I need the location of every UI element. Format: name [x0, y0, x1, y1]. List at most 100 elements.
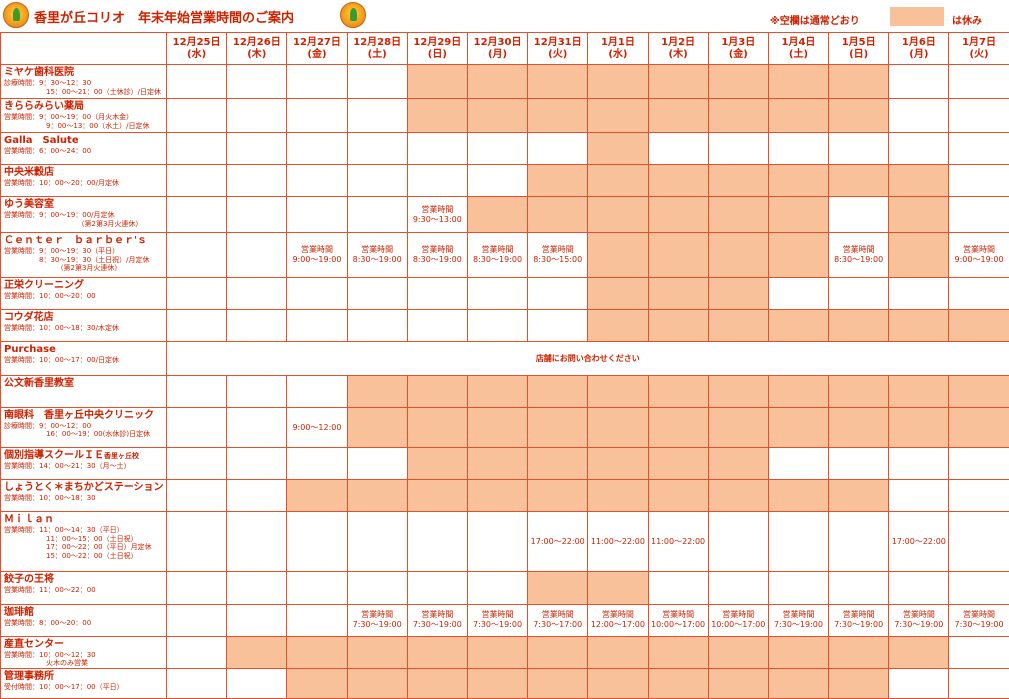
closed-day-cell	[587, 571, 649, 605]
closed-day-cell	[647, 98, 709, 134]
regular-day-cell	[466, 132, 529, 166]
regular-day-cell	[828, 447, 890, 481]
regular-day-cell	[406, 511, 468, 573]
date-label: 12月28日	[353, 36, 402, 48]
regular-day-cell	[466, 164, 529, 198]
closed-day-cell	[527, 63, 589, 100]
closed-day-cell	[767, 635, 830, 669]
date-header-cell: 1月1日 (水)	[587, 32, 649, 65]
closed-day-cell	[948, 308, 1009, 342]
closed-day-cell	[888, 635, 950, 669]
store-cell: Ｍｉｌａｎ 営業時間：11：00〜14：30（平日） 11：00〜15：00（土日…	[0, 511, 167, 573]
closed-day-cell	[527, 571, 589, 605]
regular-day-cell	[165, 571, 228, 605]
store-name: 個別指導スクールＩＥ香里ヶ丘校	[4, 450, 139, 462]
special-hours-cell: 営業時間 8:30〜19:00	[346, 232, 408, 278]
special-hours-cell: 17:00〜22:00	[888, 511, 950, 573]
store-cell: コウダ花店 営業時間：10：00〜18：30/木定休	[0, 308, 167, 342]
date-label: 1月4日	[781, 36, 816, 48]
regular-day-cell	[165, 635, 228, 669]
store-hours-info: 受付時間：10：00〜17：00（平日）	[4, 682, 124, 691]
store-row: Ｍｉｌａｎ 営業時間：11：00〜14：30（平日） 11：00〜15：00（土日…	[0, 511, 1009, 573]
regular-day-cell	[165, 276, 228, 310]
closed-day-cell	[828, 406, 890, 449]
date-label: 12月30日	[473, 36, 522, 48]
closed-day-cell	[767, 406, 830, 449]
closed-day-cell	[767, 308, 830, 342]
closed-day-cell	[647, 635, 709, 669]
special-hours-cell: 17:00〜22:00	[527, 511, 589, 573]
regular-day-cell	[346, 571, 408, 605]
regular-day-cell	[346, 196, 408, 234]
regular-day-cell	[165, 603, 228, 637]
date-header-cell: 12月28日 (土)	[346, 32, 408, 65]
closed-day-cell	[346, 406, 408, 449]
regular-day-cell	[165, 308, 228, 342]
closed-day-cell	[767, 63, 830, 100]
closed-day-cell	[587, 63, 649, 100]
closed-day-cell	[286, 667, 348, 699]
closed-day-cell	[828, 479, 890, 513]
special-hours-cell: 営業時間 8:30〜19:00	[406, 232, 468, 278]
weekday-label: (日)	[849, 48, 869, 60]
regular-day-cell	[828, 276, 890, 310]
store-cell: Galla Salute 営業時間：6：00〜24：00	[0, 132, 167, 166]
regular-day-cell	[466, 276, 529, 310]
store-cell: Purchase 営業時間：10：00〜17：00/日定休	[0, 340, 167, 376]
regular-day-cell	[888, 98, 950, 134]
regular-day-cell	[226, 571, 288, 605]
weekday-label: (金)	[728, 48, 748, 60]
legend-note: ※空欄は通常どおり	[770, 16, 860, 27]
store-name: きららみらい薬局	[4, 101, 84, 113]
closed-day-cell	[767, 232, 830, 278]
regular-day-cell	[948, 667, 1009, 699]
date-header-cell: 12月25日 (水)	[165, 32, 228, 65]
regular-day-cell	[707, 511, 769, 573]
regular-day-cell	[226, 406, 288, 449]
schedule-table: 12月25日 (水) 12月26日 (木) 12月27日 (金) 12月28日 (土) 12月2…	[0, 32, 1009, 699]
store-name: 正栄クリーニング	[4, 279, 84, 291]
closed-day-cell	[527, 98, 589, 134]
store-cell: 産直センター 営業時間：10：00〜12：30 火木のみ営業	[0, 635, 167, 669]
regular-day-cell	[286, 164, 348, 198]
corner-cell	[0, 32, 167, 65]
regular-day-cell	[707, 132, 769, 166]
regular-day-cell	[527, 276, 589, 310]
regular-day-cell	[466, 308, 529, 342]
special-hours-cell: 営業時間 10:00〜17:00	[647, 603, 709, 637]
special-hours-cell: 営業時間 7:30〜19:00	[346, 603, 408, 637]
contact-store-note: 店舗にお問い合わせください	[166, 340, 1009, 376]
regular-day-cell	[767, 447, 830, 481]
regular-day-cell	[226, 232, 288, 278]
regular-day-cell	[406, 164, 468, 198]
regular-day-cell	[888, 63, 950, 100]
closed-day-cell	[527, 635, 589, 669]
regular-day-cell	[406, 132, 468, 166]
regular-day-cell	[346, 132, 408, 166]
regular-day-cell	[948, 276, 1009, 310]
date-label: 1月2日	[661, 36, 696, 48]
closed-day-cell	[527, 196, 589, 234]
closed-day-cell	[527, 164, 589, 198]
regular-day-cell	[346, 276, 408, 310]
regular-day-cell	[406, 276, 468, 310]
date-label: 1月6日	[901, 36, 936, 48]
regular-day-cell	[226, 276, 288, 310]
store-hours-info: 診療時間：9：00〜12：00 16：00〜19：00(水休診)日定休	[4, 421, 151, 439]
regular-day-cell	[647, 571, 709, 605]
closed-day-cell	[707, 276, 769, 310]
date-label: 12月31日	[533, 36, 582, 48]
regular-day-cell	[165, 232, 228, 278]
regular-day-cell	[948, 196, 1009, 234]
special-hours-cell: 営業時間 7:30〜19:00	[767, 603, 830, 637]
closed-day-cell	[527, 374, 589, 408]
closed-day-cell	[888, 232, 950, 278]
closed-day-cell	[948, 374, 1009, 408]
regular-day-cell	[888, 447, 950, 481]
closed-day-cell	[466, 98, 529, 134]
closed-day-cell	[466, 447, 529, 481]
store-hours-info: 営業時間：14：00〜21：30（月〜土）	[4, 462, 131, 471]
store-row: 管理事務所 受付時間：10：00〜17：00（平日）	[0, 667, 1009, 699]
special-hours-cell: 営業時間 9:00〜19:00	[948, 232, 1009, 278]
regular-day-cell	[165, 406, 228, 449]
